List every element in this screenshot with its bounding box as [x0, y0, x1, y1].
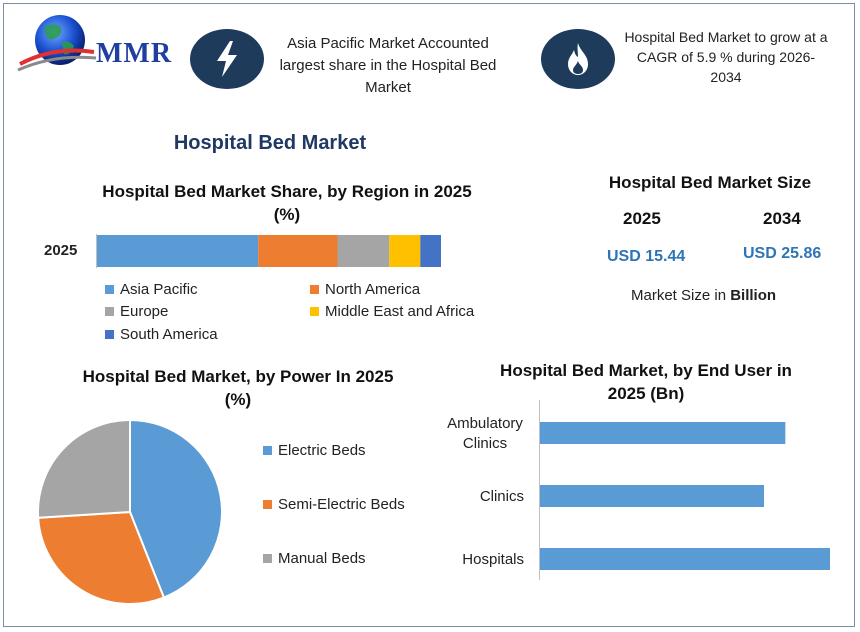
region-bar-segment-south-america	[420, 235, 441, 267]
lightning-icon	[217, 41, 237, 77]
enduser-label-ambulatory-clinics: Ambulatory Clinics	[447, 415, 523, 452]
pie-slice-manual-beds	[37, 418, 131, 519]
region-bar-segment-middle-east-and-africa	[389, 235, 421, 267]
market-size-value-2025: USD 15.44	[607, 248, 686, 265]
enduser-label-hospitals: Hospitals	[462, 551, 524, 568]
legend-label: South America	[120, 326, 218, 343]
region-category-label: 2025	[44, 242, 78, 259]
flame-icon	[568, 43, 588, 75]
logo-text: MMR	[96, 38, 173, 69]
legend-swatch	[310, 285, 319, 294]
region-legend-item-north-america: North America	[310, 281, 420, 298]
enduser-bar-clinics	[540, 485, 764, 507]
headline-cagr: Hospital Bed Market to grow at a CAGR of…	[624, 29, 828, 85]
enduser-chart-title: Hospital Bed Market, by End User in 2025…	[500, 361, 792, 403]
power-pie-chart	[37, 418, 223, 605]
region-chart-title: Hospital Bed Market Share, by Region in …	[102, 182, 472, 224]
region-legend-item-middle-east-and-africa: Middle East and Africa	[310, 303, 474, 320]
page-title: Hospital Bed Market	[173, 132, 367, 154]
headline-asia-pacific: Asia Pacific Market Accounted largest sh…	[279, 35, 497, 96]
pie-slice-semi-electric-beds	[37, 510, 166, 605]
power-legend-item-semi-electric-beds: Semi-Electric Beds	[263, 496, 405, 513]
region-stacked-bar	[96, 234, 441, 268]
legend-swatch	[263, 446, 272, 455]
legend-swatch	[263, 554, 272, 563]
globe-icon	[17, 15, 97, 72]
logo: MMR	[14, 12, 184, 76]
region-legend-item-asia-pacific: Asia Pacific	[105, 281, 198, 298]
legend-label: Middle East and Africa	[325, 303, 475, 320]
market-size-year-2034: 2034	[763, 209, 801, 228]
market-size-note-unit: Billion	[730, 287, 777, 304]
region-bar-segment-europe	[337, 235, 390, 267]
region-bar-segment-north-america	[258, 235, 338, 267]
infographic-frame	[3, 3, 855, 627]
region-legend-item-south-america: South America	[105, 326, 218, 343]
lightning-badge	[190, 29, 264, 89]
power-legend-item-manual-beds: Manual Beds	[263, 550, 366, 567]
legend-swatch	[310, 307, 319, 316]
market-size-title: Hospital Bed Market Size	[608, 173, 812, 192]
flame-badge	[541, 29, 615, 89]
legend-swatch	[263, 500, 272, 509]
legend-label: North America	[325, 281, 421, 298]
region-legend-item-europe: Europe	[105, 303, 168, 320]
market-size-note: Market Size in Billion	[631, 287, 776, 304]
region-bar-segment-asia-pacific	[96, 235, 259, 267]
legend-label: Asia Pacific	[120, 281, 198, 298]
legend-label: Manual Beds	[278, 550, 366, 567]
enduser-bar-ambulatory-clinics	[540, 422, 786, 444]
enduser-label-clinics: Clinics	[479, 488, 524, 505]
enduser-bar-chart	[539, 400, 830, 580]
market-size-value-2034: USD 25.86	[743, 245, 822, 262]
legend-swatch	[105, 307, 114, 316]
enduser-bar-hospitals	[540, 548, 830, 570]
legend-swatch	[105, 330, 114, 339]
pie-slice-electric-beds	[129, 418, 223, 599]
legend-label: Europe	[120, 303, 169, 320]
power-legend-item-electric-beds: Electric Beds	[263, 442, 366, 459]
market-size-note-prefix: Market Size in	[631, 287, 727, 304]
market-size-year-2025: 2025	[623, 209, 661, 228]
legend-label: Electric Beds	[278, 442, 366, 459]
power-chart-title: Hospital Bed Market, by Power In 2025 (%…	[82, 367, 394, 409]
legend-label: Semi-Electric Beds	[278, 496, 405, 513]
legend-swatch	[105, 285, 114, 294]
